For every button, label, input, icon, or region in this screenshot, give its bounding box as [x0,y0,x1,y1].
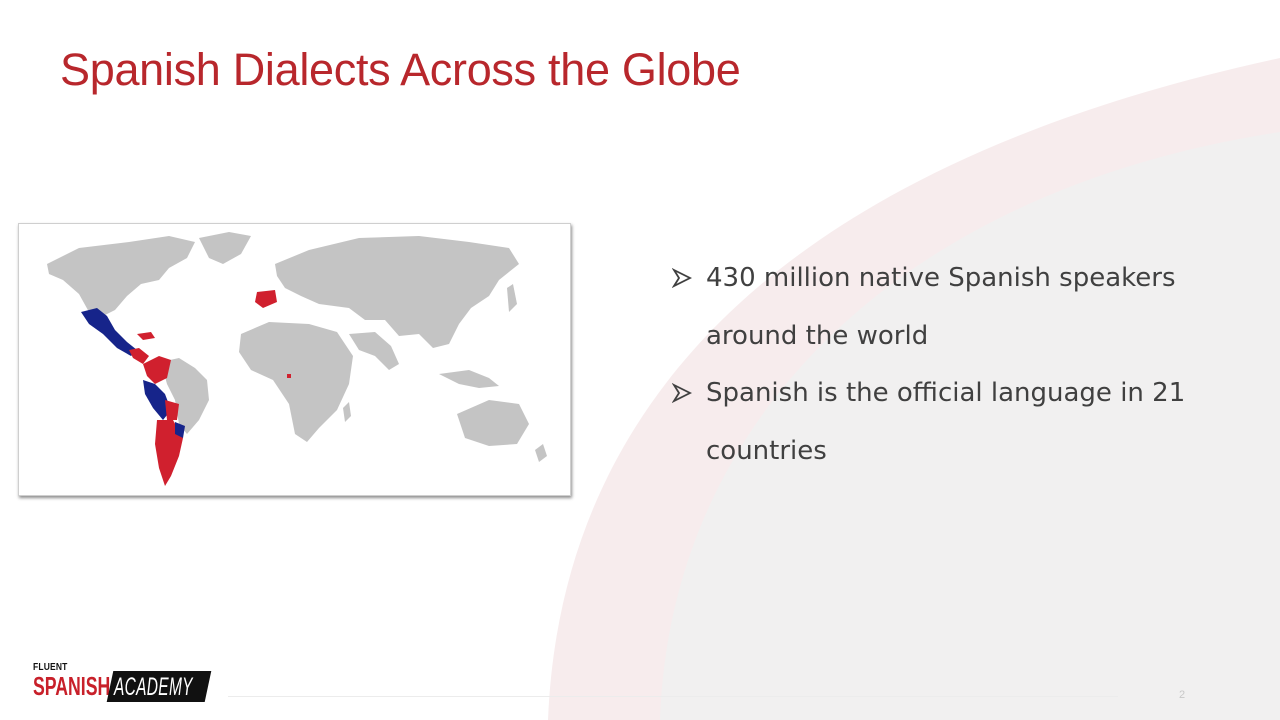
slide-title: Spanish Dialects Across the Globe [60,44,741,95]
arrowhead-bullet-icon [672,268,692,288]
spanish-speaking-regions [81,290,291,486]
footer-divider [228,696,1118,697]
fluent-spanish-academy-logo: FLUENT SPANISH ACADEMY [33,662,213,704]
bullet-text: Spanish is the official language in 21 c… [706,378,1186,466]
world-map-image [18,223,571,496]
world-map [19,224,570,495]
bullet-list: 430 million native Spanish speakers arou… [672,250,1232,480]
bullet-item: 430 million native Spanish speakers arou… [672,250,1232,365]
logo-fluent-text: FLUENT [33,662,68,673]
background-grey-arc [660,132,1280,720]
logo-academy-text: ACADEMY [114,673,193,701]
logo-spanish-text: SPANISH [33,671,111,701]
arrowhead-bullet-icon [672,383,692,403]
page-number: 2 [1179,689,1186,701]
bullet-text: 430 million native Spanish speakers arou… [706,263,1176,351]
bullet-item: Spanish is the official language in 21 c… [672,365,1232,480]
world-map-land [47,232,547,462]
